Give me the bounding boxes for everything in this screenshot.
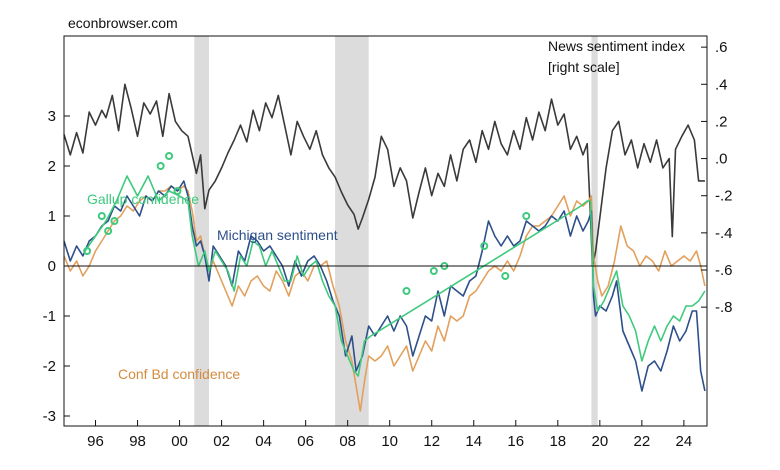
- x-tick-label: 18: [549, 433, 566, 450]
- news-sentiment-scale-note: [right scale]: [548, 59, 620, 75]
- left-tick-label: 3: [48, 108, 56, 125]
- michigan-sentiment-line: [63, 180, 706, 392]
- series-lines: [63, 83, 706, 412]
- gallup-confidence-line: [84, 175, 706, 377]
- x-tick-label: 02: [213, 433, 230, 450]
- left-tick-label: 1: [48, 208, 56, 225]
- x-tick-label: 00: [171, 433, 188, 450]
- recession-band-0: [194, 36, 209, 426]
- news-sentiment-index-line: [63, 83, 705, 268]
- axes: 96 98 00 02 04 06 08 10 12 14 16 18 20 22 243210-1-2-3…: [43, 35, 733, 450]
- x-tick-label: 96: [87, 433, 104, 450]
- x-tick-label: 04: [255, 433, 272, 450]
- gallup-confidence-circles-point: [480, 242, 489, 250]
- x-tick-label: 22: [634, 433, 651, 450]
- x-tick-label: 12: [423, 433, 440, 450]
- right-tick-label: -.2: [715, 188, 733, 205]
- gallup-label: Gallup confidence: [87, 191, 199, 207]
- gallup-confidence-circles-point: [97, 212, 106, 220]
- left-tick-label: 2: [48, 158, 56, 175]
- gallup-confidence-circles-point: [501, 272, 510, 280]
- x-tick-label: 06: [297, 433, 314, 450]
- left-tick-label: -3: [43, 408, 56, 425]
- gallup-confidence-circles-point: [402, 287, 411, 295]
- recession-band-2: [591, 36, 598, 426]
- michigan-label: Michigan sentiment: [217, 227, 338, 243]
- x-tick-label: 08: [339, 433, 356, 450]
- gallup-confidence-circles-point: [156, 162, 165, 170]
- gallup-confidence-circles-point: [173, 187, 182, 195]
- x-tick-label: 20: [591, 433, 608, 450]
- left-tick-label: -2: [43, 358, 56, 375]
- x-tick-label: 16: [507, 433, 524, 450]
- right-tick-label: .4: [715, 76, 728, 93]
- gallup-confidence-circles-point: [165, 152, 174, 160]
- left-tick-label: -1: [43, 308, 56, 325]
- gallup-confidence-circles-point: [83, 247, 92, 255]
- left-tick-label: 0: [48, 258, 56, 275]
- gallup-confidence-circles-point: [110, 217, 119, 225]
- right-tick-label: .0: [715, 151, 728, 168]
- news-sentiment-label: News sentiment index: [548, 38, 685, 54]
- right-tick-label: -.8: [715, 299, 733, 316]
- source-credit: econbrowser.com: [68, 15, 178, 31]
- confbd-label: Conf Bd confidence: [118, 366, 240, 382]
- gallup-confidence-circles-point: [429, 267, 438, 275]
- annotations: econbrowser.com News sentiment index [ri…: [68, 15, 685, 382]
- right-tick-label: -.6: [715, 262, 733, 279]
- x-tick-label: 10: [381, 433, 398, 450]
- x-tick-label: 24: [676, 433, 693, 450]
- gallup-confidence-circles-point: [104, 227, 113, 235]
- right-tick-label: .6: [715, 39, 728, 56]
- x-tick-label: 14: [465, 433, 482, 450]
- right-tick-label: .2: [715, 113, 728, 130]
- plot-frame: [63, 35, 708, 427]
- recession-bands: [194, 36, 598, 426]
- right-tick-label: -.4: [715, 225, 733, 242]
- gallup-confidence-circles-point: [522, 212, 531, 220]
- x-tick-label: 98: [129, 433, 146, 450]
